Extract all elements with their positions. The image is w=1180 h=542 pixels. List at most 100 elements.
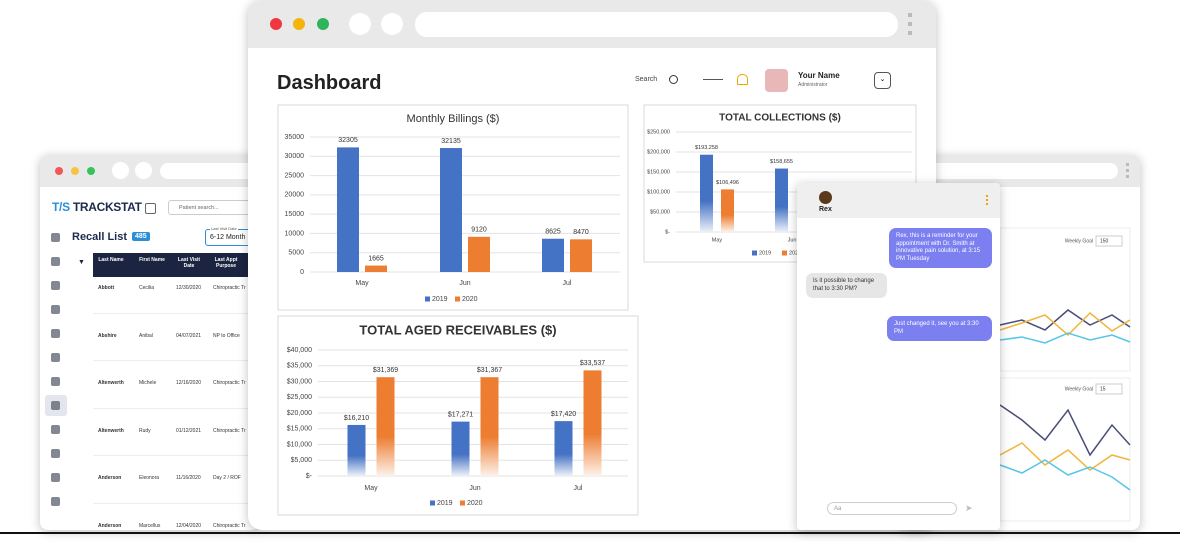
nav-icon[interactable] bbox=[51, 281, 60, 290]
bar-fade bbox=[376, 377, 395, 476]
goal-input[interactable] bbox=[1095, 383, 1123, 395]
column-header: First Name bbox=[139, 257, 165, 263]
table-cell: Rudy bbox=[139, 427, 151, 434]
patient-search[interactable]: Patient search... bbox=[168, 200, 260, 215]
page-title: Dashboard bbox=[277, 72, 382, 94]
goal-panel bbox=[999, 377, 1131, 522]
bar bbox=[468, 236, 490, 272]
table-cell: 12/30/2020 bbox=[176, 285, 202, 291]
chart-title: Monthly Billings ($) bbox=[407, 113, 500, 125]
table-header bbox=[93, 253, 260, 277]
bar-fade bbox=[721, 189, 734, 232]
y-tick-label: $35,000 bbox=[287, 363, 312, 370]
menu-dots[interactable] bbox=[1126, 163, 1129, 179]
filter-icon[interactable]: ▼ bbox=[78, 259, 85, 266]
goal-input[interactable] bbox=[1095, 235, 1123, 247]
table-cell: Chiropractic Tr bbox=[213, 285, 246, 291]
forward-button[interactable] bbox=[135, 162, 152, 179]
goal-charts: Weekly Goal 150 Weekly Goal 15 bbox=[999, 227, 1131, 522]
y-tick-label: $40,000 bbox=[287, 347, 312, 354]
search-icon[interactable] bbox=[669, 75, 678, 84]
address-bar[interactable] bbox=[920, 163, 1118, 179]
nav-icon[interactable] bbox=[51, 377, 60, 386]
chat-input[interactable]: Aa bbox=[827, 502, 957, 515]
y-tick-label: $30,000 bbox=[287, 378, 312, 385]
send-button[interactable]: ➤ bbox=[965, 503, 973, 513]
table-cell: 04/07/2021 bbox=[176, 332, 202, 339]
divider bbox=[703, 79, 723, 80]
legend-label: 2019 bbox=[759, 250, 771, 256]
menu-dots[interactable] bbox=[908, 13, 912, 37]
nav-icon[interactable] bbox=[51, 257, 60, 266]
address-bar[interactable] bbox=[160, 163, 260, 179]
value-label: $16,210 bbox=[344, 415, 369, 422]
chart-panel bbox=[277, 315, 639, 516]
notification-bell[interactable] bbox=[737, 74, 748, 85]
trend-line bbox=[999, 459, 1131, 491]
filter-box[interactable]: Last Visit Date 6-12 Month bbox=[205, 226, 260, 246]
back-button[interactable] bbox=[349, 13, 371, 35]
x-tick-label: Jun bbox=[788, 237, 797, 243]
close-button[interactable] bbox=[270, 18, 282, 30]
recall-title: Recall List bbox=[72, 231, 128, 243]
table-cell: Michele bbox=[139, 380, 157, 387]
x-tick-label: May bbox=[364, 485, 378, 492]
close-button[interactable] bbox=[55, 167, 63, 175]
legend-swatch bbox=[782, 250, 787, 256]
table-cell: Anderson bbox=[98, 523, 122, 529]
table-cell: Abshire bbox=[98, 332, 117, 339]
chat-header: Rex bbox=[797, 183, 1000, 218]
bar bbox=[542, 238, 564, 272]
table-cell: 12/16/2020 bbox=[176, 380, 202, 387]
nav-icon[interactable] bbox=[51, 305, 60, 314]
y-tick-label: $20,000 bbox=[287, 410, 312, 417]
table-cell: Marcellus bbox=[139, 523, 161, 529]
table-cell: Anibal bbox=[139, 332, 153, 339]
nav-icon[interactable] bbox=[51, 449, 60, 458]
minimize-button[interactable] bbox=[71, 167, 79, 175]
y-tick-label: $250,000 bbox=[647, 129, 670, 135]
y-tick-label: $15,000 bbox=[287, 426, 312, 433]
table-cell: Chiropractic Tr bbox=[213, 427, 246, 434]
nav-icon[interactable] bbox=[51, 425, 60, 434]
bar-fade bbox=[554, 421, 573, 476]
value-label: $193,258 bbox=[695, 145, 718, 151]
address-bar[interactable] bbox=[415, 12, 898, 37]
notification-icon[interactable] bbox=[145, 203, 156, 214]
value-label: $33,537 bbox=[580, 360, 605, 367]
nav-icon[interactable] bbox=[51, 497, 60, 506]
user-menu[interactable]: ⌄ bbox=[874, 72, 891, 89]
maximize-button[interactable] bbox=[317, 18, 329, 30]
nav-icon[interactable] bbox=[51, 473, 60, 482]
bar bbox=[337, 147, 359, 272]
legend-label: 2019 bbox=[432, 296, 448, 303]
goal-label: Weekly Goal bbox=[1065, 238, 1093, 244]
y-tick-label: $10,000 bbox=[287, 441, 312, 448]
nav-icon[interactable] bbox=[51, 353, 60, 362]
nav-icon[interactable] bbox=[51, 401, 60, 410]
value-label: 32135 bbox=[441, 138, 461, 145]
sent-message: Rex, this is a reminder for your appoint… bbox=[889, 228, 992, 268]
legend-swatch bbox=[425, 296, 430, 302]
value-label: $31,367 bbox=[477, 367, 502, 374]
y-tick-label: $150,000 bbox=[647, 169, 670, 175]
y-tick-label: 15000 bbox=[285, 211, 305, 218]
search-label[interactable]: Search bbox=[635, 76, 658, 83]
chat-menu[interactable] bbox=[986, 195, 988, 207]
table-cell: Day 2 / ROF bbox=[213, 475, 241, 482]
table-cell: Chiropractic Tr bbox=[213, 523, 246, 529]
back-button[interactable] bbox=[112, 162, 129, 179]
value-label: $158,655 bbox=[770, 159, 793, 165]
maximize-button[interactable] bbox=[87, 167, 95, 175]
value-label: $31,369 bbox=[373, 367, 398, 374]
y-tick-label: 10000 bbox=[285, 230, 305, 237]
recall-window: T/S TRACKSTAT Patient search... Recall L… bbox=[40, 155, 260, 530]
title-bar bbox=[40, 155, 260, 187]
forward-button[interactable] bbox=[381, 13, 403, 35]
nav-icon[interactable] bbox=[51, 233, 60, 242]
nav-icon[interactable] bbox=[51, 329, 60, 338]
minimize-button[interactable] bbox=[293, 18, 305, 30]
y-tick-label: 5000 bbox=[288, 250, 304, 257]
y-tick-label: $5,000 bbox=[291, 457, 313, 464]
